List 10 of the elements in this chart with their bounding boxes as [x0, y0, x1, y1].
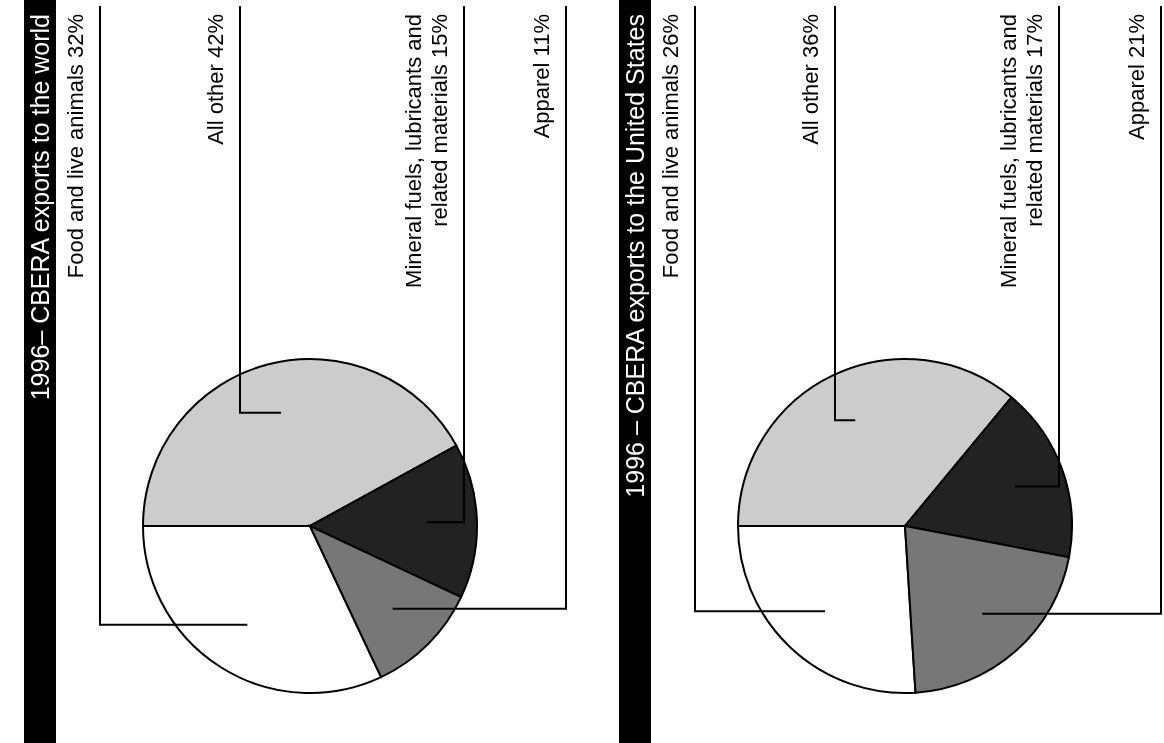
slice-label: All other 36% — [798, 14, 823, 145]
slice-label: All other 42% — [203, 14, 228, 145]
text: 1996 – CBERA exports to the United States — [621, 14, 649, 498]
slice-label: Mineral fuels, lubricants and related materials 17% — [996, 14, 1047, 288]
slice-label: Mineral fuels, lubricants and related materials 15% — [401, 14, 452, 288]
slice-label: Food and live animals 32% — [63, 14, 88, 279]
slice-label: Food and live animals 26% — [658, 14, 683, 279]
slice-label: Apparel 11% — [529, 14, 554, 139]
text: 1996– CBERA exports to the world — [26, 14, 54, 401]
slice-label: Apparel 21% — [1124, 14, 1149, 140]
